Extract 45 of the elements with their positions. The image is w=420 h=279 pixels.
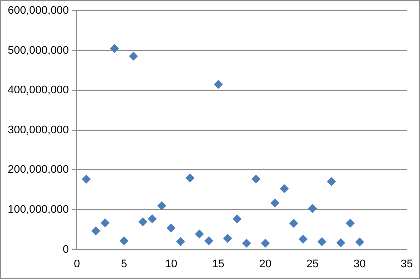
point <box>270 198 280 208</box>
point <box>120 236 129 246</box>
point <box>261 238 270 248</box>
point <box>157 202 166 211</box>
point <box>327 177 336 186</box>
y-tick-label: 300,000,000 <box>8 124 70 136</box>
x-tick-label: 0 <box>74 258 80 270</box>
point <box>346 219 355 228</box>
y-tick-label: 0 <box>63 244 70 256</box>
point <box>82 174 92 184</box>
point <box>204 236 214 246</box>
point <box>308 204 318 214</box>
point <box>336 238 346 248</box>
x-tick-label: 5 <box>121 258 128 270</box>
y-tick-label: 100,000,000 <box>8 204 70 216</box>
point <box>214 80 224 90</box>
point <box>186 174 195 183</box>
x-tick-label: 25 <box>306 258 319 270</box>
point <box>318 237 327 246</box>
point <box>92 226 101 236</box>
y-tick-label: 200,000,000 <box>8 164 70 176</box>
x-tick-label: 15 <box>212 258 225 270</box>
point <box>252 174 261 184</box>
y-tick-label: 400,000,000 <box>8 84 70 97</box>
point <box>298 234 308 244</box>
y-tick-label: 500,000,000 <box>8 44 70 57</box>
point <box>289 219 298 228</box>
x-tick-label: 10 <box>165 258 178 270</box>
x-tick-label: 35 <box>400 258 414 270</box>
point <box>176 237 186 246</box>
point <box>280 184 289 194</box>
x-tick-label: 30 <box>354 258 366 270</box>
point <box>195 230 204 239</box>
point <box>166 224 176 233</box>
point <box>138 217 148 226</box>
point <box>242 238 252 248</box>
point <box>355 238 364 247</box>
point <box>129 52 138 61</box>
x-tick-label: 20 <box>260 258 272 270</box>
y-tick-label: 600,000,000 <box>8 5 70 18</box>
point <box>148 214 158 224</box>
point <box>100 218 110 228</box>
point <box>232 214 242 224</box>
point <box>223 234 232 244</box>
point <box>110 44 120 54</box>
